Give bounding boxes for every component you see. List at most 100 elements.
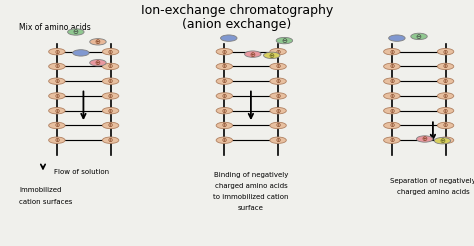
Circle shape	[102, 108, 119, 114]
Circle shape	[438, 93, 454, 99]
Circle shape	[68, 29, 84, 35]
Text: $\oplus$: $\oplus$	[221, 136, 228, 144]
Circle shape	[383, 108, 400, 114]
Circle shape	[270, 78, 286, 84]
Circle shape	[270, 122, 286, 129]
Circle shape	[49, 63, 65, 70]
Circle shape	[438, 137, 454, 143]
Circle shape	[383, 63, 400, 70]
Text: Immobilized: Immobilized	[19, 187, 61, 193]
Text: $\oplus$: $\oplus$	[107, 136, 114, 144]
Circle shape	[389, 35, 405, 41]
Circle shape	[270, 93, 286, 99]
Circle shape	[383, 93, 400, 99]
Circle shape	[49, 48, 65, 55]
Circle shape	[220, 35, 237, 41]
Text: $\oplus$: $\oplus$	[439, 136, 446, 145]
Text: $\oplus$: $\oplus$	[389, 48, 395, 56]
Text: $\oplus$: $\oplus$	[275, 48, 282, 56]
Circle shape	[102, 78, 119, 84]
Circle shape	[102, 137, 119, 143]
Circle shape	[438, 122, 454, 129]
Text: $\oplus$: $\oplus$	[389, 77, 395, 85]
Text: $\oplus$: $\oplus$	[54, 92, 60, 100]
Text: $\oplus$: $\oplus$	[54, 48, 60, 56]
Text: $\oplus$: $\oplus$	[221, 77, 228, 85]
Text: $\oplus$: $\oplus$	[94, 58, 101, 67]
Text: $\oplus$: $\oplus$	[442, 122, 449, 129]
Circle shape	[216, 93, 233, 99]
Circle shape	[216, 137, 233, 143]
Text: $\oplus$: $\oplus$	[107, 92, 114, 100]
Circle shape	[49, 78, 65, 84]
Circle shape	[383, 122, 400, 129]
Circle shape	[73, 50, 89, 56]
Text: $\oplus$: $\oplus$	[107, 122, 114, 129]
Text: $\oplus$: $\oplus$	[221, 62, 228, 70]
Circle shape	[49, 93, 65, 99]
Text: $\oplus$: $\oplus$	[389, 122, 395, 129]
Text: cation surfaces: cation surfaces	[19, 199, 73, 205]
Circle shape	[383, 78, 400, 84]
Circle shape	[216, 63, 233, 70]
Circle shape	[245, 51, 261, 57]
Text: $\oplus$: $\oplus$	[389, 92, 395, 100]
Text: $\oplus$: $\oplus$	[275, 107, 282, 115]
Text: charged amino acids: charged amino acids	[397, 189, 469, 195]
Text: $\ominus$: $\ominus$	[281, 36, 288, 45]
Text: $\oplus$: $\oplus$	[94, 37, 101, 46]
Circle shape	[90, 60, 106, 66]
Circle shape	[90, 39, 106, 45]
Text: $\oplus$: $\oplus$	[442, 136, 449, 144]
Text: $\oplus$: $\oplus$	[54, 77, 60, 85]
Text: $\oplus$: $\oplus$	[442, 77, 449, 85]
Circle shape	[216, 78, 233, 84]
Circle shape	[438, 48, 454, 55]
Text: surface: surface	[238, 205, 264, 211]
Text: $\oplus$: $\oplus$	[389, 136, 395, 144]
Text: Separation of negatively: Separation of negatively	[390, 178, 474, 184]
Circle shape	[102, 122, 119, 129]
Circle shape	[411, 33, 427, 40]
Circle shape	[270, 108, 286, 114]
Text: (anion exchange): (anion exchange)	[182, 18, 292, 31]
Circle shape	[270, 137, 286, 143]
Circle shape	[434, 138, 451, 144]
Text: $\oplus$: $\oplus$	[107, 48, 114, 56]
Text: $\oplus$: $\oplus$	[54, 62, 60, 70]
Circle shape	[102, 63, 119, 70]
Text: $\oplus$: $\oplus$	[221, 48, 228, 56]
Text: $\oplus$: $\oplus$	[421, 135, 428, 143]
Text: Ion-exchange chromatography: Ion-exchange chromatography	[141, 4, 333, 17]
Text: $\oplus$: $\oplus$	[442, 107, 449, 115]
Text: $\oplus$: $\oplus$	[249, 50, 256, 59]
Text: $\oplus$: $\oplus$	[107, 62, 114, 70]
Circle shape	[216, 108, 233, 114]
Circle shape	[49, 137, 65, 143]
Text: Binding of negatively: Binding of negatively	[214, 172, 288, 178]
Text: $\oplus$: $\oplus$	[54, 136, 60, 144]
Text: $\oplus$: $\oplus$	[389, 62, 395, 70]
Text: $\oplus$: $\oplus$	[268, 51, 275, 60]
Text: $\oplus$: $\oplus$	[389, 107, 395, 115]
Circle shape	[438, 108, 454, 114]
Circle shape	[270, 63, 286, 70]
Circle shape	[270, 48, 286, 55]
Text: to immobilized cation: to immobilized cation	[213, 194, 289, 200]
Text: $\oplus$: $\oplus$	[221, 92, 228, 100]
Text: $\oplus$: $\oplus$	[442, 62, 449, 70]
Text: $\oplus$: $\oplus$	[107, 77, 114, 85]
Circle shape	[383, 48, 400, 55]
Text: $\oplus$: $\oplus$	[221, 122, 228, 129]
Circle shape	[438, 78, 454, 84]
Text: $\oplus$: $\oplus$	[275, 62, 282, 70]
Circle shape	[102, 93, 119, 99]
Text: $\oplus$: $\oplus$	[275, 136, 282, 144]
Text: $\oplus$: $\oplus$	[442, 92, 449, 100]
Text: charged amino acids: charged amino acids	[215, 183, 287, 189]
Text: $\oplus$: $\oplus$	[275, 77, 282, 85]
Circle shape	[102, 48, 119, 55]
Circle shape	[216, 122, 233, 129]
Text: $\oplus$: $\oplus$	[54, 122, 60, 129]
Text: $\oplus$: $\oplus$	[221, 107, 228, 115]
